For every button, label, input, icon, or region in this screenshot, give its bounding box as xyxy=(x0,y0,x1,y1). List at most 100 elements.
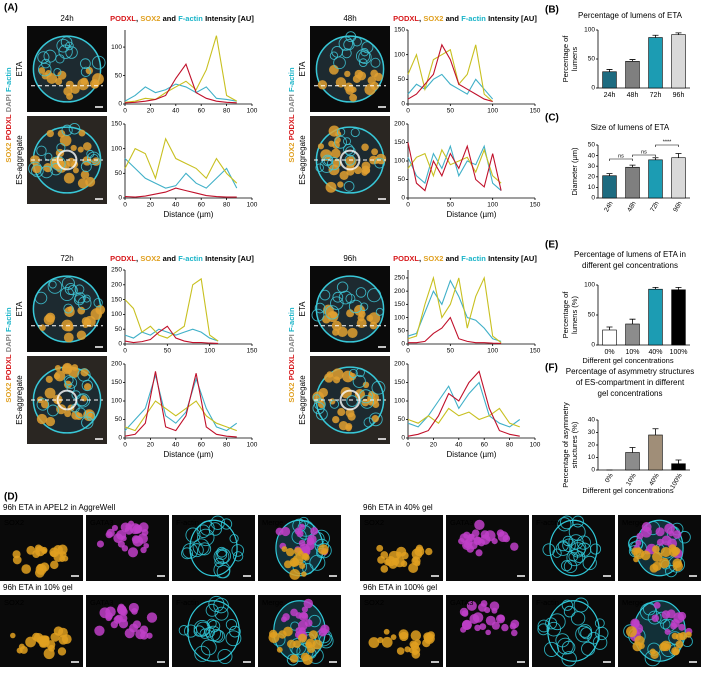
micrograph-cell xyxy=(659,557,670,569)
micrograph-cell xyxy=(58,634,69,645)
axis xyxy=(407,364,535,439)
micrograph-cell xyxy=(59,134,72,147)
colored-label: SOX2 PODXL DAPI F-actin xyxy=(4,307,13,403)
y-tick-label: 100 xyxy=(394,158,405,165)
micrograph-cell xyxy=(117,540,125,548)
micrograph-cell xyxy=(331,148,341,159)
axis xyxy=(124,364,252,439)
micrograph-cell xyxy=(64,410,72,418)
micrograph-cell xyxy=(370,81,379,91)
label-part: and xyxy=(446,14,460,23)
y-tick-label: 0 xyxy=(401,341,405,348)
intensity-line xyxy=(407,407,520,428)
label-part: PODXL xyxy=(393,254,419,263)
y-tick-label: 200 xyxy=(394,288,405,295)
micrograph-cell xyxy=(62,362,73,374)
x-axis-label: Distance (µm) xyxy=(164,450,214,459)
y-tick-label: 50 xyxy=(398,328,406,335)
micrograph-cell xyxy=(408,562,419,573)
timepoint-label: 48h xyxy=(343,14,356,23)
micrograph-cell xyxy=(337,181,344,188)
micrograph-cell xyxy=(297,633,307,643)
panel-label: (D) xyxy=(4,492,18,503)
micrograph-cell xyxy=(85,66,94,75)
micrograph-cell xyxy=(214,606,229,621)
micrograph-cell xyxy=(45,312,56,323)
micrograph-cell xyxy=(479,623,487,631)
micrograph-cell xyxy=(368,637,380,648)
micrograph-cell xyxy=(80,77,88,85)
bar xyxy=(625,323,640,346)
micrograph-cell xyxy=(134,526,142,534)
micrograph-cell xyxy=(348,299,363,314)
intensity-line xyxy=(124,400,237,432)
micrograph-cell xyxy=(669,547,679,557)
label-part: Intensity [AU] xyxy=(488,254,537,263)
micrograph-cell xyxy=(543,641,560,657)
micrograph-cell xyxy=(678,623,686,631)
micrograph-cell xyxy=(664,523,675,534)
intensity-line xyxy=(124,83,237,102)
x-tick-label: 0% xyxy=(604,349,614,356)
micrograph-cell xyxy=(141,528,149,536)
y-tick-label: 10 xyxy=(588,184,596,191)
y-tick-label: 0 xyxy=(401,101,405,108)
x-tick-label: 24h xyxy=(603,200,615,213)
error-bar xyxy=(629,447,636,453)
micrograph-cell xyxy=(12,550,21,559)
label-part: SOX2 xyxy=(423,14,443,23)
micrograph-cell xyxy=(559,515,574,530)
intensity-line xyxy=(124,325,219,344)
intensity-line xyxy=(407,148,502,184)
micrograph xyxy=(532,595,615,667)
micrograph-cell xyxy=(82,294,91,303)
x-tick-label: 40 xyxy=(172,202,180,209)
y-axis-label: Diameter (μm) xyxy=(570,147,579,196)
bar xyxy=(648,159,663,199)
x-tick-label: 150 xyxy=(247,348,258,355)
x-tick-label: 100 xyxy=(487,108,498,115)
bar xyxy=(625,166,640,199)
micrograph-cell xyxy=(207,619,221,633)
micrograph-cell xyxy=(339,170,349,180)
y-tick-label: 100 xyxy=(584,282,595,289)
x-tick-label: 10% xyxy=(625,349,639,356)
micrograph-cell xyxy=(672,530,682,539)
y-axis-label: lumens (%) xyxy=(570,296,579,334)
error-bar xyxy=(606,173,613,176)
micrograph-cell xyxy=(278,630,287,639)
micrograph-cell xyxy=(220,518,233,530)
micrograph-cell xyxy=(140,631,149,640)
row-label: ES-aggregate xyxy=(298,375,307,425)
group-title: 96h ETA in APEL2 in AggreWell xyxy=(3,503,115,512)
micrograph-cell xyxy=(86,149,95,158)
micrograph-cell xyxy=(95,304,106,315)
x-tick-label: 100 xyxy=(487,348,498,355)
error-bar xyxy=(652,428,659,435)
micrograph-cell xyxy=(284,560,292,569)
micrograph-cell xyxy=(592,635,608,650)
bar xyxy=(648,434,663,471)
label-part: , xyxy=(419,14,421,23)
micrograph-cell xyxy=(301,606,309,613)
micrograph-cell xyxy=(589,543,602,555)
micrograph-cell xyxy=(332,141,340,149)
micrograph-cell xyxy=(295,612,303,619)
significance-bracket xyxy=(655,144,679,147)
label-part: Intensity [AU] xyxy=(205,14,254,23)
micrograph-cell xyxy=(225,618,238,631)
intensity-line xyxy=(408,316,502,345)
channel-label: SOX2 xyxy=(4,598,24,607)
label-part: PODXL xyxy=(287,114,296,140)
x-axis-label: Distance (µm) xyxy=(447,450,497,459)
intensity-line xyxy=(407,43,493,103)
micrograph-cell xyxy=(652,551,663,563)
colored-label: PODXL, SOX2 and F-actin Intensity [AU] xyxy=(393,14,537,23)
micrograph-cell xyxy=(49,163,63,176)
colored-label: PODXL, SOX2 and F-actin Intensity [AU] xyxy=(393,254,537,263)
micrograph-cell xyxy=(343,180,355,192)
micrograph-cell xyxy=(302,552,309,560)
micrograph-cell xyxy=(345,424,352,432)
bar xyxy=(625,452,640,471)
micrograph-cell xyxy=(675,640,684,649)
